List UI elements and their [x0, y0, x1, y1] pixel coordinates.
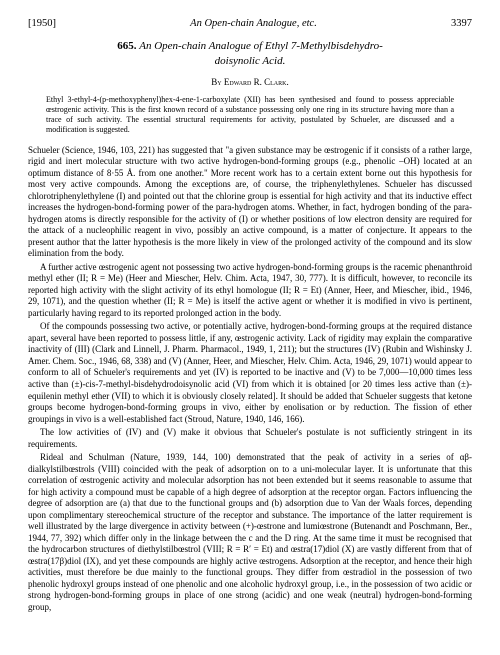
- body-text: Schueler (Science, 1946, 103, 221) has s…: [28, 145, 472, 614]
- paragraph-4: The low activities of (IV) and (V) make …: [28, 427, 472, 450]
- paragraph-1: Schueler (Science, 1946, 103, 221) has s…: [28, 145, 472, 260]
- article-title: 665. An Open-chain Analogue of Ethyl 7-M…: [28, 39, 472, 69]
- article-title-line2: doisynolic Acid.: [215, 55, 286, 67]
- abstract: Ethyl 3-ethyl-4-(p-methoxyphenyl)hex-4-e…: [46, 95, 454, 135]
- paragraph-5: Rideal and Schulman (Nature, 1939, 144, …: [28, 452, 472, 613]
- running-header: [1950] An Open-chain Analogue, etc. 3397: [28, 18, 472, 29]
- author-byline: By Edward R. Clark.: [28, 77, 472, 87]
- paragraph-3: Of the compounds possessing two active, …: [28, 321, 472, 425]
- header-year: [1950]: [28, 18, 56, 29]
- article-title-line1: An Open-chain Analogue of Ethyl 7-Methyl…: [139, 40, 382, 52]
- paragraph-2: A further active œstrogenic agent not po…: [28, 262, 472, 320]
- header-short-title: An Open-chain Analogue, etc.: [56, 18, 451, 29]
- article-number: 665.: [117, 40, 136, 52]
- header-page-number: 3397: [451, 18, 472, 29]
- journal-page: [1950] An Open-chain Analogue, etc. 3397…: [0, 0, 500, 627]
